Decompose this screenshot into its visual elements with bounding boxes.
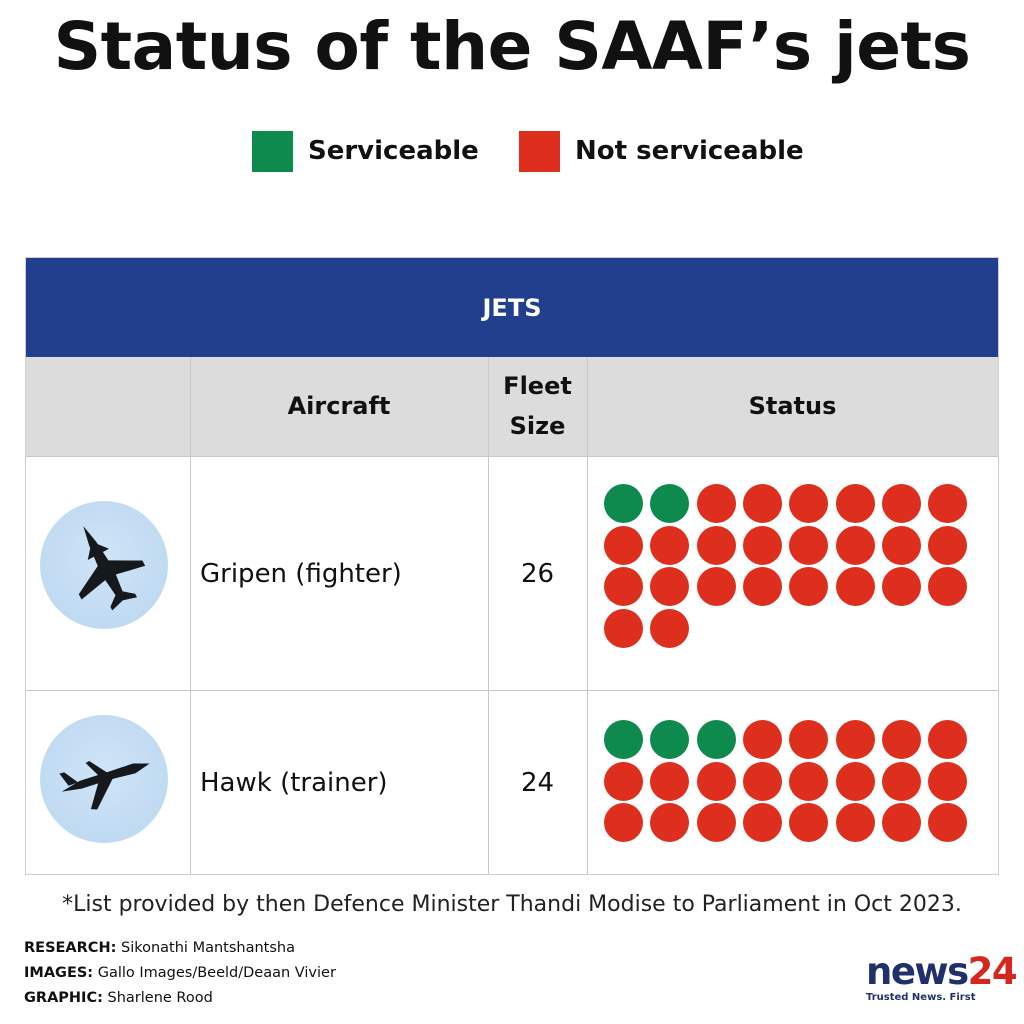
- status-dot-not-serviceable: [881, 761, 921, 801]
- column-header-status: Status: [748, 391, 837, 420]
- column-header-fleet-size: Fleet Size: [488, 357, 587, 456]
- legend: Serviceable Not serviceable: [0, 130, 1024, 175]
- chart-title: Status of the SAAF’s jets: [53, 8, 971, 85]
- divider: [26, 456, 998, 457]
- status-dot-not-serviceable: [928, 525, 968, 565]
- status-dot-not-serviceable: [604, 803, 643, 842]
- status-dot-not-serviceable: [789, 525, 829, 565]
- status-dot-not-serviceable: [696, 525, 736, 565]
- status-dot-not-serviceable: [835, 761, 875, 801]
- status-dot-not-serviceable: [789, 720, 829, 759]
- status-dot-not-serviceable: [789, 803, 829, 842]
- status-dot-not-serviceable: [650, 803, 690, 842]
- status-dot-not-serviceable: [881, 720, 921, 759]
- status-dot-not-serviceable: [742, 803, 782, 842]
- status-dot-not-serviceable: [604, 761, 643, 801]
- divider: [587, 357, 588, 874]
- divider: [26, 690, 998, 691]
- status-dot-serviceable: [650, 720, 690, 759]
- credits: RESEARCH: Sikonathi Mantshantsha IMAGES:…: [24, 936, 336, 1011]
- status-dot-not-serviceable: [650, 525, 690, 565]
- status-dot-not-serviceable: [696, 761, 736, 801]
- legend-swatch-serviceable: [252, 130, 293, 172]
- divider: [190, 357, 191, 874]
- status-dot-not-serviceable: [789, 567, 829, 606]
- status-dot-not-serviceable: [742, 484, 782, 523]
- status-dot-not-serviceable: [881, 525, 921, 565]
- status-dot-not-serviceable: [881, 803, 921, 842]
- status-dot-not-serviceable: [604, 608, 643, 648]
- status-dot-not-serviceable: [650, 608, 690, 648]
- legend-item-not-serviceable: Not serviceable: [519, 130, 804, 172]
- legend-label-serviceable: Serviceable: [308, 136, 479, 166]
- status-dot-not-serviceable: [742, 525, 782, 565]
- logo-brand: news24: [866, 950, 1018, 993]
- credit-images: IMAGES: Gallo Images/Beeld/Deaan Vivier: [24, 965, 336, 981]
- legend-swatch-not-serviceable: [519, 130, 560, 172]
- status-dot-not-serviceable: [742, 761, 782, 801]
- fleet-size-gripen: 26: [520, 558, 555, 589]
- status-dot-not-serviceable: [835, 525, 875, 565]
- status-dot-not-serviceable: [742, 720, 782, 759]
- gripen-jet-icon: [40, 501, 168, 629]
- status-dot-serviceable: [604, 484, 643, 523]
- fleet-size-hawk: 24: [520, 767, 555, 798]
- status-dot-serviceable: [604, 720, 643, 759]
- legend-label-not-serviceable: Not serviceable: [575, 136, 804, 166]
- credit-research: RESEARCH: Sikonathi Mantshantsha: [24, 940, 295, 956]
- column-header-fleet-line2: Size: [509, 411, 566, 440]
- aircraft-name-hawk: Hawk (trainer): [200, 767, 388, 798]
- news24-logo: news24 Trusted News. First: [866, 950, 1018, 1003]
- status-dot-not-serviceable: [650, 761, 690, 801]
- status-dot-not-serviceable: [696, 567, 736, 606]
- table-header: JETS: [26, 258, 998, 357]
- status-dot-not-serviceable: [696, 484, 736, 523]
- status-dot-not-serviceable: [789, 484, 829, 523]
- jets-table: JETS Aircraft Fleet Size Status Gripen (…: [25, 257, 999, 875]
- status-dot-not-serviceable: [789, 761, 829, 801]
- footnote: *List provided by then Defence Minister …: [62, 892, 962, 917]
- status-dot-not-serviceable: [650, 567, 690, 606]
- status-dot-not-serviceable: [881, 484, 921, 523]
- status-dot-not-serviceable: [835, 720, 875, 759]
- status-dot-not-serviceable: [928, 720, 968, 759]
- status-dot-not-serviceable: [835, 567, 875, 606]
- status-dot-not-serviceable: [604, 525, 643, 565]
- column-header-fleet-line1: Fleet: [503, 371, 572, 400]
- status-dot-not-serviceable: [928, 803, 968, 842]
- status-dot-not-serviceable: [835, 803, 875, 842]
- status-dot-not-serviceable: [604, 567, 643, 606]
- logo-tagline: Trusted News. First: [866, 992, 976, 1003]
- status-dot-not-serviceable: [696, 803, 736, 842]
- legend-item-serviceable: Serviceable: [252, 130, 479, 172]
- status-dot-not-serviceable: [928, 484, 968, 523]
- status-dot-not-serviceable: [928, 567, 968, 606]
- status-dot-not-serviceable: [881, 567, 921, 606]
- credit-graphic: GRAPHIC: Sharlene Rood: [24, 990, 213, 1006]
- status-dot-serviceable: [696, 720, 736, 759]
- divider: [488, 357, 489, 874]
- hawk-jet-icon: [40, 715, 168, 843]
- status-dot-not-serviceable: [835, 484, 875, 523]
- status-dot-serviceable: [650, 484, 690, 523]
- aircraft-name-gripen: Gripen (fighter): [200, 558, 402, 589]
- column-header-row: Aircraft Fleet Size Status: [26, 357, 998, 456]
- status-dot-not-serviceable: [742, 567, 782, 606]
- column-header-aircraft: Aircraft: [287, 391, 391, 420]
- status-dot-not-serviceable: [928, 761, 968, 801]
